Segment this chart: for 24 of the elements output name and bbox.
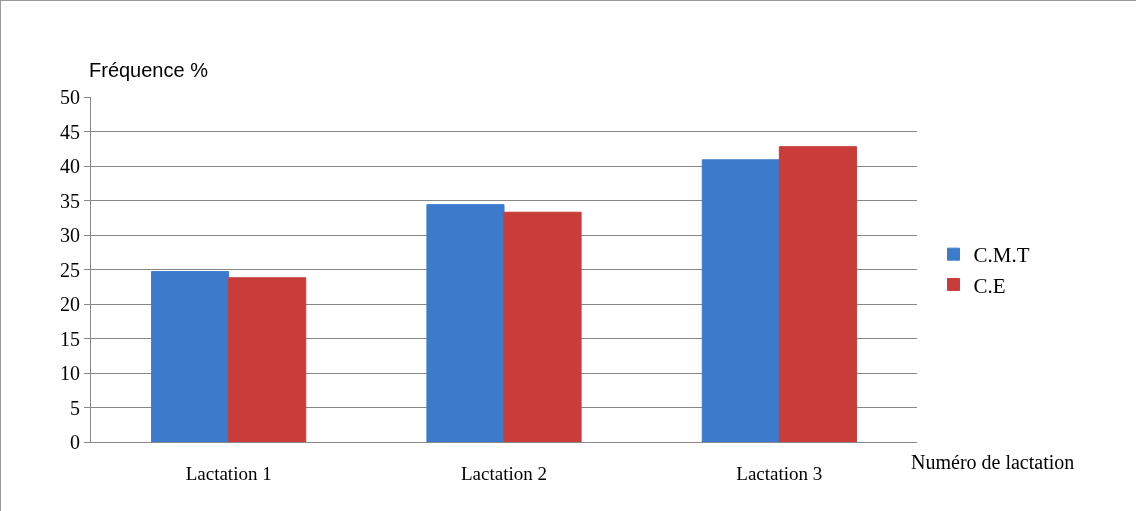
y-tick-label: 10: [60, 362, 80, 384]
y-tick-label: 35: [60, 189, 80, 212]
y-tick-label: 50: [60, 86, 80, 108]
bar: [701, 159, 780, 442]
bar: [228, 277, 307, 442]
x-tick-label: Lactation 1: [185, 462, 272, 484]
bar: [426, 204, 505, 442]
y-tick-label: 25: [60, 258, 80, 281]
y-tick-label: 0: [70, 431, 80, 453]
x-tick-label: Lactation 2: [461, 462, 547, 484]
y-tick-label: 15: [60, 327, 80, 350]
x-axis-title: Numéro de lactation: [911, 451, 1075, 473]
bar: [151, 271, 230, 442]
y-tick-label: 30: [60, 224, 80, 246]
legend-label: C.M.T: [973, 243, 1030, 268]
bar: [503, 211, 582, 442]
y-tick-label: 40: [60, 155, 80, 177]
y-tick-label: 20: [60, 293, 80, 315]
y-tick-label: 45: [60, 120, 80, 143]
y-tick-label: 5: [70, 396, 80, 419]
legend-label: C.E: [973, 273, 1006, 298]
x-tick-label: Lactation 3: [736, 462, 823, 484]
bar: [778, 146, 857, 442]
y-axis-title: Fréquence %: [89, 59, 209, 81]
